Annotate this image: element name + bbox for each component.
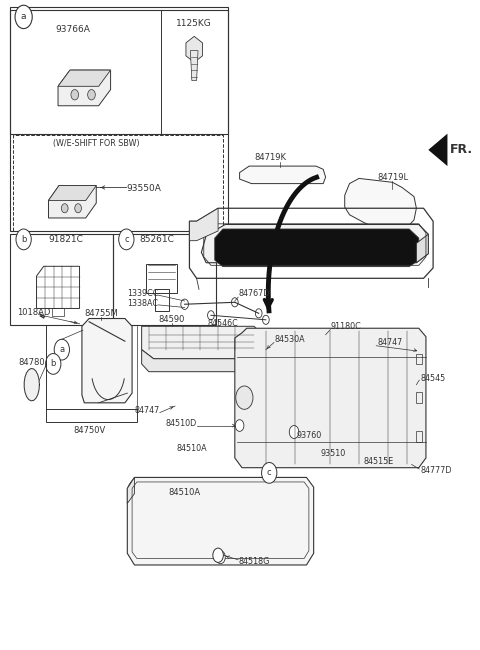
Circle shape bbox=[61, 203, 68, 213]
Bar bbox=[416, 354, 422, 364]
Text: 1018AD: 1018AD bbox=[17, 307, 51, 317]
Polygon shape bbox=[416, 234, 428, 263]
Bar bbox=[155, 289, 168, 311]
Circle shape bbox=[207, 311, 214, 320]
Text: 93550A: 93550A bbox=[126, 185, 161, 193]
Bar bbox=[113, 234, 216, 325]
Polygon shape bbox=[186, 36, 203, 62]
Bar bbox=[10, 10, 228, 134]
Text: 84530A: 84530A bbox=[275, 335, 306, 344]
Polygon shape bbox=[142, 326, 261, 359]
Circle shape bbox=[262, 463, 277, 483]
Text: 93510: 93510 bbox=[321, 449, 346, 458]
Polygon shape bbox=[142, 350, 254, 372]
Text: 84590: 84590 bbox=[158, 315, 185, 324]
Text: 84780: 84780 bbox=[19, 358, 46, 367]
Text: 84767D: 84767D bbox=[239, 289, 270, 298]
Polygon shape bbox=[127, 477, 134, 503]
Text: FR.: FR. bbox=[450, 144, 473, 157]
Text: 1338AC: 1338AC bbox=[127, 299, 158, 308]
Bar bbox=[416, 432, 422, 442]
Text: 84515E: 84515E bbox=[364, 457, 394, 465]
Polygon shape bbox=[240, 166, 325, 183]
Bar bbox=[46, 410, 137, 422]
Text: 85261C: 85261C bbox=[139, 235, 174, 244]
Circle shape bbox=[236, 386, 253, 410]
Text: b: b bbox=[50, 359, 56, 369]
Bar bbox=[146, 264, 177, 292]
Text: 84755M: 84755M bbox=[84, 309, 118, 318]
Text: a: a bbox=[60, 345, 64, 354]
Polygon shape bbox=[82, 318, 132, 403]
Text: c: c bbox=[124, 235, 129, 244]
Bar bbox=[10, 234, 113, 325]
Text: 84750V: 84750V bbox=[73, 426, 105, 435]
Text: 93760: 93760 bbox=[297, 431, 322, 440]
Circle shape bbox=[75, 203, 82, 213]
Polygon shape bbox=[345, 178, 416, 231]
Circle shape bbox=[46, 354, 61, 374]
Polygon shape bbox=[48, 185, 96, 200]
Bar bbox=[52, 309, 64, 317]
Polygon shape bbox=[215, 229, 419, 266]
Polygon shape bbox=[190, 208, 218, 240]
Text: 84510D: 84510D bbox=[165, 419, 197, 428]
Text: a: a bbox=[21, 12, 26, 21]
Text: 84545: 84545 bbox=[420, 374, 445, 383]
Text: 84747: 84747 bbox=[134, 406, 159, 415]
Polygon shape bbox=[58, 70, 110, 86]
Text: c: c bbox=[267, 469, 272, 477]
Text: 84719K: 84719K bbox=[255, 153, 287, 162]
Circle shape bbox=[255, 309, 262, 318]
Polygon shape bbox=[24, 369, 39, 401]
Circle shape bbox=[263, 315, 269, 324]
Circle shape bbox=[119, 229, 134, 250]
Text: (W/E-SHIFT FOR SBW): (W/E-SHIFT FOR SBW) bbox=[53, 139, 140, 148]
Circle shape bbox=[15, 5, 32, 29]
Bar bbox=[416, 393, 422, 403]
Circle shape bbox=[88, 90, 96, 100]
Text: 91821C: 91821C bbox=[48, 235, 84, 244]
Text: 84518G: 84518G bbox=[239, 557, 270, 566]
Polygon shape bbox=[235, 328, 426, 468]
Text: 91180C: 91180C bbox=[330, 322, 361, 331]
Polygon shape bbox=[58, 70, 110, 106]
Circle shape bbox=[216, 551, 225, 564]
Text: 84510A: 84510A bbox=[168, 488, 201, 497]
Text: 84546C: 84546C bbox=[207, 319, 238, 328]
Circle shape bbox=[289, 426, 299, 439]
Polygon shape bbox=[202, 224, 428, 263]
Text: 84777D: 84777D bbox=[420, 467, 452, 475]
Circle shape bbox=[16, 229, 31, 250]
Circle shape bbox=[235, 420, 244, 432]
Bar bbox=[12, 135, 223, 231]
Text: 1125KG: 1125KG bbox=[176, 19, 212, 28]
Text: 84719L: 84719L bbox=[377, 173, 408, 181]
Circle shape bbox=[213, 548, 223, 562]
Polygon shape bbox=[191, 51, 198, 81]
Circle shape bbox=[181, 299, 189, 309]
Text: 84510A: 84510A bbox=[177, 444, 207, 453]
Text: 1339CC: 1339CC bbox=[127, 289, 158, 298]
Text: 93766A: 93766A bbox=[55, 25, 90, 34]
Text: 84747: 84747 bbox=[377, 338, 402, 347]
Polygon shape bbox=[428, 134, 447, 166]
Polygon shape bbox=[48, 185, 96, 218]
Bar bbox=[10, 7, 228, 231]
Circle shape bbox=[54, 339, 70, 360]
Circle shape bbox=[71, 90, 79, 100]
Circle shape bbox=[231, 298, 238, 307]
Text: b: b bbox=[21, 235, 26, 244]
Polygon shape bbox=[127, 477, 313, 565]
